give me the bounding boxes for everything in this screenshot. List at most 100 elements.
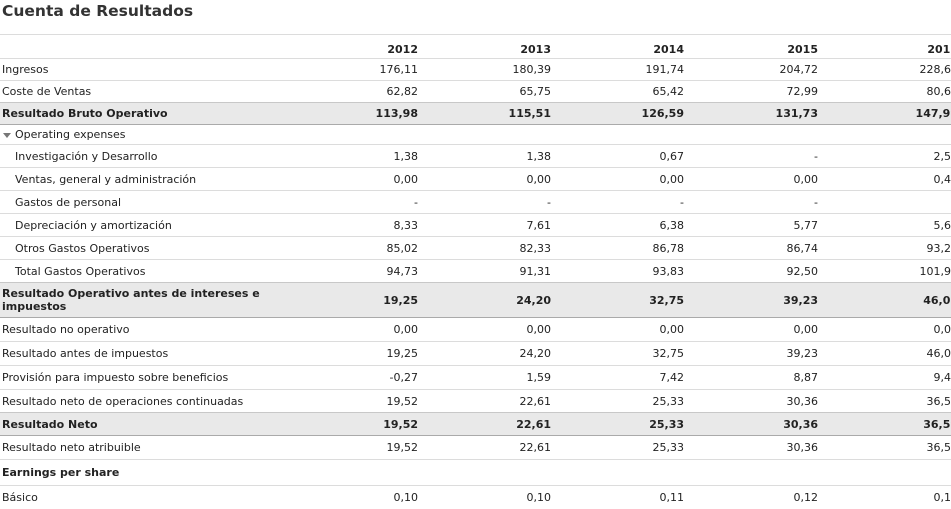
cell-value: 115,51 xyxy=(420,102,553,125)
empty-cell xyxy=(686,124,820,145)
income-table: 20122013201420152016 Ingresos176,11180,3… xyxy=(0,34,951,509)
cell-value: 228,64 xyxy=(820,58,951,81)
cell-value: 7,42 xyxy=(553,365,686,390)
row-label: Resultado no operativo xyxy=(0,317,287,342)
cell-value: 0,00 xyxy=(553,167,686,191)
cell-value: 32,75 xyxy=(553,282,686,318)
cell-value: 0,12 xyxy=(686,485,820,509)
table-row: Resultado antes de impuestos 19,25 24,20 32… xyxy=(0,341,951,366)
cell-value: 19,25 xyxy=(287,341,420,366)
cell-value: 1,38 xyxy=(287,144,420,168)
cell-value: 101,92 xyxy=(820,259,951,283)
cell-value: - xyxy=(686,144,820,168)
row-label: Gastos de personal xyxy=(0,190,287,214)
cell-value: - xyxy=(686,190,820,214)
cell-value: 0,10 xyxy=(287,485,420,509)
table-row: Investigación y Desarrollo 1,38 1,38 0,67-2… xyxy=(0,144,951,168)
cell-value: 65,75 xyxy=(420,80,553,103)
cell-value: 0,00 xyxy=(686,167,820,191)
row-label: Provisión para impuesto sobre beneficios xyxy=(0,365,287,390)
cell-value: 0,67 xyxy=(553,144,686,168)
cell-value: 0,00 xyxy=(420,167,553,191)
cell-value: - xyxy=(553,190,686,214)
cell-value: 36,59 xyxy=(820,412,951,436)
cell-value: 30,36 xyxy=(686,435,820,460)
cell-value: 94,73 xyxy=(287,259,420,283)
cell-value: 39,23 xyxy=(686,282,820,318)
table-row: Earnings per share xyxy=(0,459,951,486)
table-row: Operating expenses xyxy=(0,124,951,145)
cell-value: 30,36 xyxy=(686,389,820,413)
cell-value: 25,33 xyxy=(553,389,686,413)
table-row: Resultado Bruto Operativo 113,98 115,51 126… xyxy=(0,102,951,125)
cell-value: 92,50 xyxy=(686,259,820,283)
cell-value: 80,65 xyxy=(820,80,951,103)
title: Cuenta de Resultados xyxy=(2,2,194,20)
empty-cell xyxy=(820,124,951,145)
cell-value: 36,59 xyxy=(820,389,951,413)
table-row: Depreciación y amortización 8,33 7,61 6,38 5… xyxy=(0,213,951,237)
row-label: Resultado Bruto Operativo xyxy=(0,102,287,125)
cell-value: 19,52 xyxy=(287,435,420,460)
cell-value: 93,83 xyxy=(553,259,686,283)
cell-value: 113,98 xyxy=(287,102,420,125)
cell-value: 0,11 xyxy=(553,485,686,509)
empty-cell xyxy=(420,124,553,145)
empty-cell xyxy=(287,459,420,486)
table-row: Ventas, general y administración 0,00 0,00… xyxy=(0,167,951,191)
cell-value: 72,99 xyxy=(686,80,820,103)
row-label: Earnings per share xyxy=(0,459,287,486)
cell-value: 19,52 xyxy=(287,412,420,436)
cell-value: 93,24 xyxy=(820,236,951,260)
cell-value: 36,59 xyxy=(820,435,951,460)
row-label: Resultado Operativo antes de intereses e… xyxy=(0,282,287,318)
cell-value: 0,00 xyxy=(820,317,951,342)
table-row: Otros Gastos Operativos 85,02 82,33 86,78 86… xyxy=(0,236,951,260)
cell-value: 19,52 xyxy=(287,389,420,413)
cell-value: 1,38 xyxy=(420,144,553,168)
cell-value: 0,00 xyxy=(420,317,553,342)
cell-value: 9,48 xyxy=(820,365,951,390)
empty-cell xyxy=(553,459,686,486)
row-label: Total Gastos Operativos xyxy=(0,259,287,283)
cell-value: 24,20 xyxy=(420,341,553,366)
cell-value: 0,00 xyxy=(553,317,686,342)
cell-value: 0,00 xyxy=(686,317,820,342)
cell-value: 22,61 xyxy=(420,412,553,436)
year-header: 2013 xyxy=(420,34,553,59)
cell-value: 2,59 xyxy=(820,144,951,168)
cell-value: 5,77 xyxy=(686,213,820,237)
cell-value: 0,00 xyxy=(287,167,420,191)
cell-value: 25,33 xyxy=(553,435,686,460)
cell-value: 0,15 xyxy=(820,485,951,509)
cell-value: 6,38 xyxy=(553,213,686,237)
row-label: Básico xyxy=(0,485,287,509)
cell-value: 30,36 xyxy=(686,412,820,436)
cell-value: 7,61 xyxy=(420,213,553,237)
cell-value: 180,39 xyxy=(420,58,553,81)
empty-cell xyxy=(420,459,553,486)
table-row: Resultado no operativo 0,00 0,00 0,00 0,00 0,… xyxy=(0,317,951,342)
table-row: Total Gastos Operativos 94,73 91,31 93,83 92… xyxy=(0,259,951,283)
cell-value: 176,11 xyxy=(287,58,420,81)
year-header: 2016 xyxy=(820,34,951,59)
cell-value: 91,31 xyxy=(420,259,553,283)
row-label: Operating expenses xyxy=(0,124,287,145)
cell-value: 5,65 xyxy=(820,213,951,237)
year-header: 2012 xyxy=(287,34,420,59)
empty-cell xyxy=(820,459,951,486)
row-label: Resultado antes de impuestos xyxy=(0,341,287,366)
empty-cell xyxy=(287,124,420,145)
row-label: Depreciación y amortización xyxy=(0,213,287,237)
cell-value: 32,75 xyxy=(553,341,686,366)
cell-value: 46,07 xyxy=(820,341,951,366)
cell-value: 191,74 xyxy=(553,58,686,81)
cell-value: - xyxy=(820,190,951,214)
cell-value: 86,78 xyxy=(553,236,686,260)
cell-value: 147,99 xyxy=(820,102,951,125)
table-row: Resultado neto de operaciones continuada… xyxy=(0,389,951,413)
row-label: Resultado neto de operaciones continuada… xyxy=(0,389,287,413)
